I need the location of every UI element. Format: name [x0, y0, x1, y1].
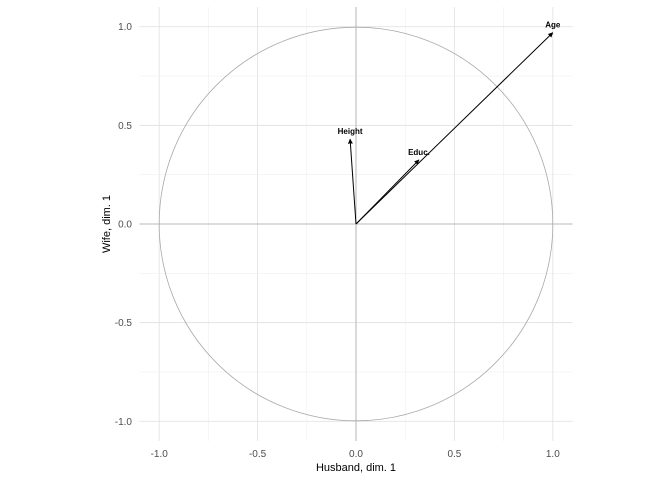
x-tick-label: 0.0: [349, 449, 363, 460]
vector-arrow-age: [355, 32, 554, 225]
y-tick-label: -0.5: [115, 318, 133, 329]
x-tick-label: 1.0: [546, 449, 560, 460]
vector-label: Educ.: [408, 148, 430, 157]
unit-circle: [158, 26, 554, 422]
y-tick-label: 0.0: [118, 220, 132, 231]
y-tick-label: -1.0: [115, 417, 133, 428]
y-tick-label: 1.0: [118, 22, 132, 33]
vector-arrow-height: [347, 138, 357, 225]
x-tick-label: -0.5: [249, 449, 267, 460]
x-axis-label: Husband, dim. 1: [316, 462, 396, 474]
y-tick-label: 0.5: [118, 121, 132, 132]
tick-labels: -1.0 -0.5 0.0 0.5 1.0 -1.0 -0.5 0.0 0.5 1.0: [115, 22, 560, 460]
x-tick-label: -1.0: [151, 449, 169, 460]
vector-arrow-educ: [355, 159, 420, 225]
x-tick-label: 0.5: [447, 449, 461, 460]
vector-label: Height: [338, 127, 363, 136]
vector-label: Age: [545, 21, 561, 30]
y-axis-label: Wife, dim. 1: [101, 195, 113, 253]
marks: Age Height Educ.: [139, 7, 573, 441]
